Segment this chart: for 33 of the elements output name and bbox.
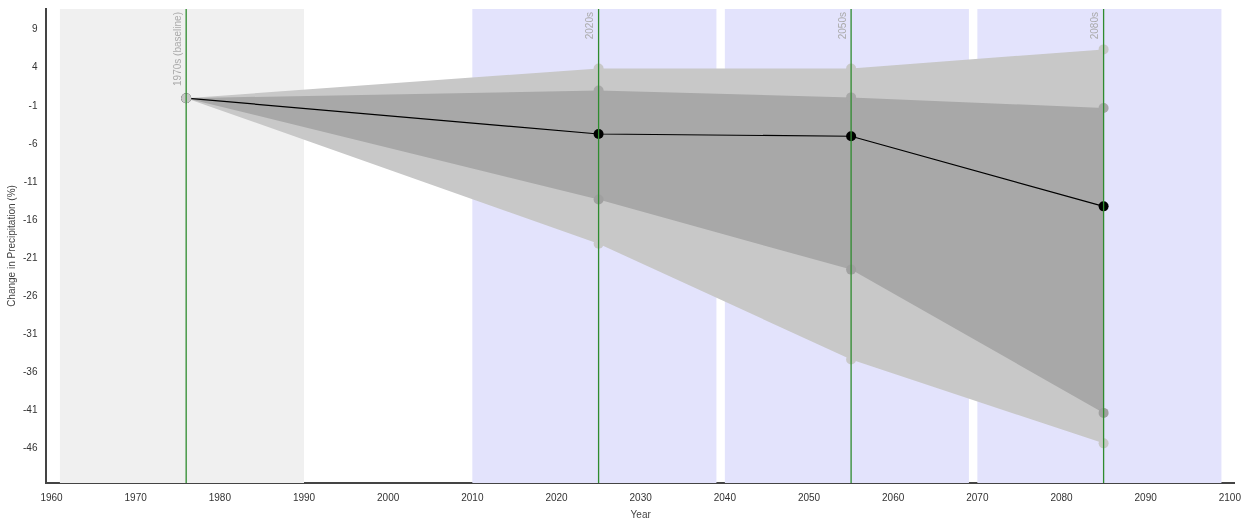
y-tick-label: -46: [23, 442, 38, 454]
x-tick-label: 2010: [461, 491, 484, 503]
x-tick-label: 1980: [208, 491, 232, 503]
y-tick-label: -21: [23, 251, 38, 263]
y-tick-label: -31: [23, 328, 38, 340]
y-tick-label: -16: [23, 213, 38, 225]
x-tick-label: 2100: [1218, 491, 1242, 503]
y-tick-label: -1: [28, 99, 38, 111]
y-tick-label: -11: [23, 175, 38, 187]
ref-line-label: 2080s: [1089, 12, 1101, 40]
x-tick-label: 1970: [124, 491, 148, 503]
x-tick-label: 1990: [292, 491, 316, 503]
y-tick-label: -26: [23, 290, 38, 302]
x-tick-label: 2060: [882, 491, 905, 503]
x-tick-label: 2040: [713, 491, 737, 503]
x-tick-label: 2020: [545, 491, 569, 503]
x-tick-label: 1960: [40, 491, 64, 503]
x-tick-label: 2070: [966, 491, 989, 503]
ref-line-label: 2020s: [584, 12, 596, 40]
x-axis-title: Year: [630, 508, 652, 520]
y-axis-title: Change in Precipitation (%): [5, 185, 17, 307]
y-tick-label: 9: [31, 23, 38, 35]
x-tick-label: 2000: [377, 491, 400, 503]
y-tick-label: 4: [31, 61, 38, 73]
y-tick-label: -41: [23, 404, 38, 416]
x-tick-label: 2030: [629, 491, 653, 503]
x-tick-label: 2080: [1050, 491, 1074, 503]
ref-line-label: 2050s: [836, 12, 848, 40]
y-tick-label: -36: [23, 366, 38, 378]
x-tick-label: 2050: [797, 491, 821, 503]
y-tick-label: -6: [28, 137, 38, 149]
x-tick-label: 2090: [1134, 491, 1158, 503]
ref-line-label: 1970s (baseline): [171, 12, 183, 86]
